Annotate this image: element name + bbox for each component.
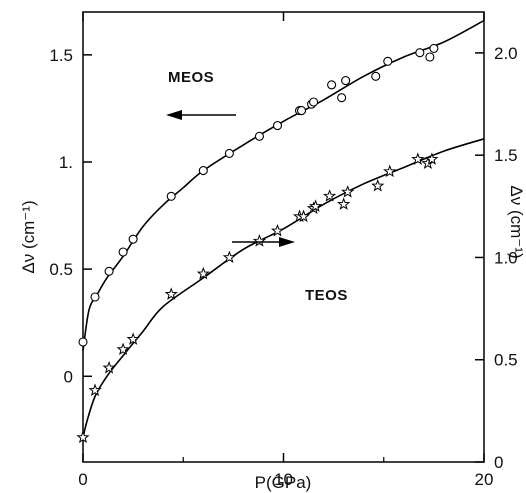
meos-data-point	[415, 48, 425, 58]
teos-data-point	[76, 430, 90, 444]
tick-marks	[82, 12, 485, 463]
meos-data-point	[309, 97, 319, 107]
y-tick-label-left: 0	[64, 367, 73, 386]
teos-data-point	[88, 383, 102, 397]
meos-data-point	[337, 93, 347, 103]
meos-data-point	[383, 56, 393, 66]
teos-data-point	[383, 164, 397, 178]
teos-data-point	[425, 152, 439, 165]
teos-data-point	[222, 250, 236, 264]
y-tick-label-left: 1.5	[49, 46, 73, 65]
meos-data-point	[78, 337, 88, 347]
meos-data-point	[254, 131, 264, 141]
meos-data-point	[429, 43, 439, 53]
meos-data-point	[425, 52, 435, 62]
teos-data-point	[308, 199, 323, 212]
y-tick-label-left: 1.	[59, 153, 73, 172]
y-tick-label-right: 1.0	[494, 248, 518, 267]
y-axis-label-right: Δν (cm⁻¹)	[507, 185, 526, 258]
meos-data-point	[371, 71, 381, 81]
teos-fit-curve	[82, 138, 485, 438]
teos-data-point	[102, 360, 116, 374]
data-points	[76, 43, 439, 444]
x-tick-label: 10	[274, 470, 293, 489]
y-axis-label-left: Δν (cm⁻¹)	[19, 200, 38, 273]
meos-data-point	[224, 148, 234, 158]
meos-data-point	[296, 106, 307, 116]
y-tick-label-left: 0.5	[49, 260, 73, 279]
meos-data-point	[327, 80, 337, 90]
plot-frame	[82, 11, 485, 463]
meos-data-point	[128, 234, 138, 244]
teos-data-point	[270, 223, 285, 237]
meos-data-point	[166, 191, 176, 201]
x-tick-label: 20	[475, 470, 494, 489]
x-tick-label: 0	[78, 470, 87, 489]
teos-data-point	[323, 189, 337, 202]
teos-data-point	[164, 287, 178, 300]
teos-data-point	[196, 266, 210, 280]
teos-data-point	[337, 197, 351, 210]
meos-data-point	[272, 121, 283, 131]
teos-arrow-head	[279, 237, 295, 247]
meos-data-point	[118, 247, 128, 257]
meos-data-point	[198, 166, 208, 176]
meos-series-label: MEOS	[168, 69, 214, 86]
teos-data-point	[296, 209, 311, 223]
y-tick-label-right: 0	[494, 453, 503, 472]
series-annotations: MEOS TEOS	[166, 69, 348, 304]
y-tick-label-right: 2.0	[494, 44, 518, 63]
y-tick-label-right: 0.5	[494, 351, 518, 370]
meos-data-point	[104, 266, 114, 276]
teos-data-point	[116, 342, 130, 356]
teos-data-point	[341, 185, 355, 198]
teos-data-point	[126, 332, 140, 345]
meos-arrow-head	[166, 110, 182, 120]
teos-data-point	[252, 234, 267, 247]
teos-data-point	[371, 178, 385, 192]
meos-data-point	[90, 292, 100, 302]
y-tick-label-right: 1.5	[494, 146, 518, 165]
meos-data-point	[341, 76, 351, 86]
teos-data-point	[411, 152, 425, 165]
meos-fit-curve	[82, 19, 485, 351]
teos-series-label: TEOS	[305, 287, 348, 304]
x-axis-label: P(GPa)	[255, 473, 312, 492]
